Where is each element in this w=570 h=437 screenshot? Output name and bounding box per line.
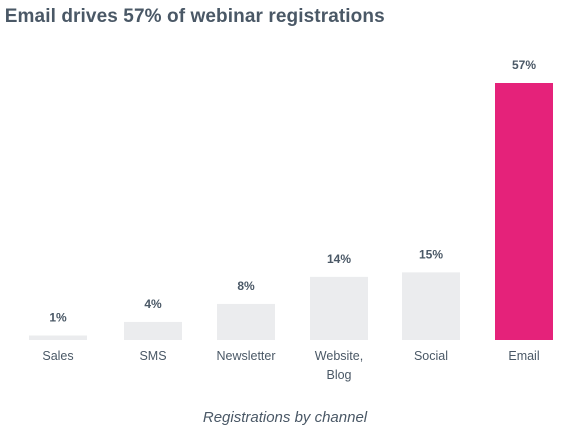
category-label: Newsletter	[216, 349, 275, 363]
value-label: 15%	[419, 247, 443, 261]
x-axis-caption: Registrations by channel	[202, 409, 368, 426]
category-label: SMS	[139, 349, 166, 363]
chart-title: . Email drives 57% of webinar registrati…	[0, 6, 385, 27]
category-label: Website, Blog	[315, 349, 363, 382]
value-label: 57%	[512, 58, 536, 72]
value-label: 8%	[237, 279, 255, 293]
bar-website	[310, 276, 368, 340]
category-label: Social	[414, 349, 448, 363]
category-label: Sales	[42, 349, 73, 363]
bar-newsletter	[217, 303, 275, 340]
bar-sales	[29, 335, 87, 340]
bar-sms	[124, 321, 182, 340]
value-label: 4%	[144, 297, 162, 311]
bar-social	[402, 272, 460, 340]
category-label: Email	[508, 349, 539, 363]
bar-email	[495, 83, 553, 340]
value-label: 1%	[49, 310, 67, 324]
value-label: 14%	[327, 252, 351, 266]
